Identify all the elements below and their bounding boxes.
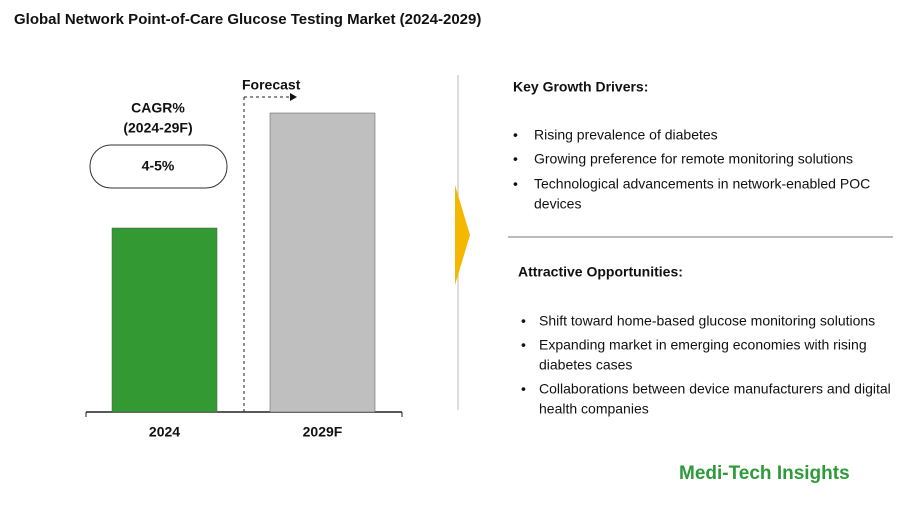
bullet: •: [513, 176, 518, 192]
bullet: •: [521, 313, 526, 329]
list-item: health companies: [539, 401, 649, 417]
cagr-value: 4-5%: [142, 158, 175, 174]
x-tick-label: 2029F: [303, 424, 343, 440]
list-item: Collaborations between device manufactur…: [539, 381, 891, 397]
bullet: •: [513, 151, 518, 167]
list-item: Technological advancements in network-en…: [534, 176, 870, 192]
forecast-label: Forecast: [242, 77, 301, 93]
list-item: Rising prevalence of diabetes: [534, 127, 718, 143]
list-item: Shift toward home-based glucose monitori…: [539, 313, 875, 329]
list-item: Expanding market in emerging economies w…: [539, 337, 867, 353]
bullet: •: [521, 381, 526, 397]
cagr-title: CAGR%: [131, 100, 185, 116]
bullet: •: [513, 127, 518, 143]
section-title: Key Growth Drivers:: [513, 79, 648, 95]
section-title: Attractive Opportunities:: [518, 264, 683, 280]
bullet: •: [521, 337, 526, 353]
list-item: devices: [534, 196, 581, 212]
chevron: [455, 185, 470, 285]
x-tick-label: 2024: [149, 424, 180, 440]
list-item: Growing preference for remote monitoring…: [534, 151, 853, 167]
bar: [269, 112, 376, 413]
title: Global Network Point-of-Care Glucose Tes…: [14, 11, 481, 28]
brand: Medi-Tech Insights: [679, 463, 850, 484]
cagr-pill: [89, 144, 228, 189]
bar: [111, 227, 218, 413]
list-item: diabetes cases: [539, 357, 632, 373]
cagr-title: (2024-29F): [123, 120, 192, 136]
